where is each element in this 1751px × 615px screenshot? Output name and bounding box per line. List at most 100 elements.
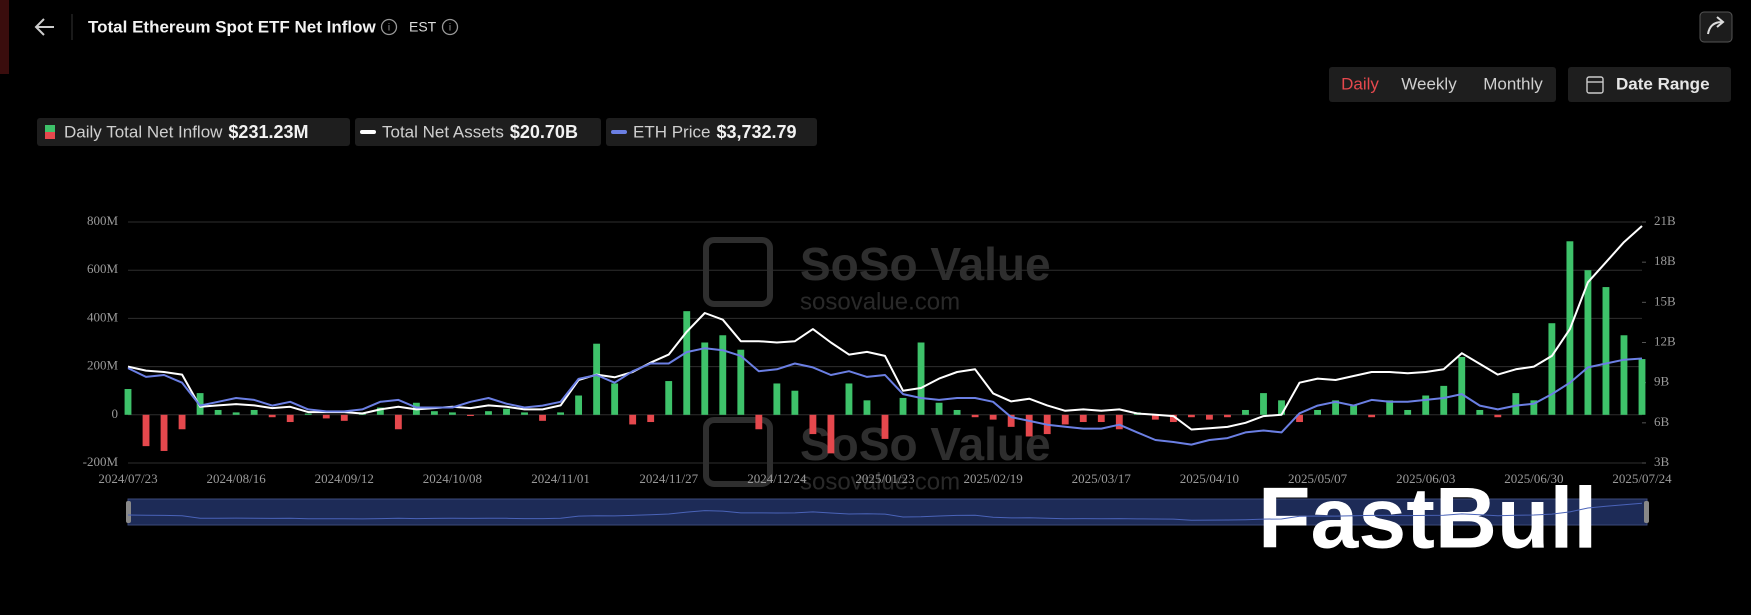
y-tick-label: 200M <box>87 358 119 373</box>
legend-swatch <box>45 132 55 139</box>
bar <box>575 395 583 415</box>
bar <box>1169 414 1177 423</box>
bar <box>1332 400 1340 415</box>
y-tick-label: 400M <box>87 309 119 324</box>
period-button[interactable]: Weekly <box>1401 74 1457 93</box>
line <box>127 347 1643 446</box>
y2-tick-label: 15B <box>1654 293 1676 308</box>
y2-tick-label: 12B <box>1654 333 1676 348</box>
bar <box>1638 359 1646 415</box>
y2-tick-label: 6B <box>1654 414 1670 429</box>
period-button[interactable]: Daily <box>1341 74 1379 93</box>
bar <box>1350 405 1358 415</box>
bar <box>935 402 943 415</box>
bar <box>1025 414 1033 437</box>
navigator-handle[interactable] <box>126 501 131 523</box>
watermark-logo <box>703 237 773 307</box>
watermark: sosovalue.com <box>800 288 960 315</box>
svg-text:i: i <box>388 23 390 34</box>
bar <box>593 343 601 415</box>
bar <box>1260 393 1267 415</box>
range-navigator[interactable] <box>127 498 1648 526</box>
bar <box>1115 414 1123 430</box>
bar <box>503 408 510 415</box>
legend-value: $20.70B <box>510 122 578 142</box>
bar <box>449 412 456 415</box>
bar <box>1278 400 1285 415</box>
bar <box>1584 270 1592 415</box>
bar <box>863 400 871 415</box>
bar <box>1512 393 1520 415</box>
bar <box>322 414 330 419</box>
date-range-label[interactable]: Date Range <box>1616 74 1710 93</box>
period-button[interactable]: Monthly <box>1483 74 1543 93</box>
bar <box>1187 414 1195 418</box>
y-tick-label: 0 <box>112 406 119 421</box>
bar <box>142 414 150 447</box>
bar <box>809 414 817 435</box>
share-button[interactable] <box>1699 11 1733 43</box>
bar <box>160 414 168 451</box>
bar <box>1224 414 1231 418</box>
bar <box>286 414 294 423</box>
y-tick-label: -200M <box>83 454 119 469</box>
watermark: sosovalue.com <box>800 468 960 495</box>
bar <box>1440 385 1448 415</box>
x-tick-label: 2025/05/07 <box>1288 471 1348 486</box>
bar <box>394 414 402 430</box>
legend-name: Daily Total Net Inflow <box>64 122 223 141</box>
bar <box>1007 414 1015 427</box>
bar <box>232 412 240 415</box>
svg-text:i: i <box>449 23 451 34</box>
bar <box>1458 356 1466 415</box>
back-button[interactable] <box>34 18 54 36</box>
y2-tick-label: 18B <box>1654 253 1676 268</box>
x-tick-label: 2024/10/08 <box>423 471 482 486</box>
bar <box>1602 287 1610 415</box>
x-tick-label: 2024/11/27 <box>639 471 698 486</box>
bar <box>791 390 799 415</box>
x-tick-label: 2025/03/17 <box>1072 471 1132 486</box>
legend-chip[interactable] <box>606 118 817 146</box>
bar <box>845 383 853 415</box>
navigator-handle[interactable] <box>1644 501 1649 523</box>
legend-value: $3,732.79 <box>716 122 796 142</box>
x-tick-label: 2025/06/03 <box>1396 471 1455 486</box>
bar <box>881 414 889 439</box>
period-group <box>1329 67 1556 102</box>
bar <box>1404 409 1412 415</box>
legend-chip[interactable] <box>37 118 350 146</box>
info-icon[interactable]: i <box>441 18 459 36</box>
bar <box>430 411 438 415</box>
bar <box>1476 409 1484 415</box>
info-icon[interactable]: i <box>380 18 398 36</box>
y-tick-label: 600M <box>87 261 119 276</box>
bar <box>1530 400 1538 415</box>
bar <box>340 414 348 421</box>
x-tick-label: 2025/06/30 <box>1504 471 1563 486</box>
bar <box>827 414 835 454</box>
bar <box>1314 409 1321 415</box>
bar <box>701 342 709 415</box>
bar <box>1151 414 1159 420</box>
watermark-logo <box>703 417 773 487</box>
bar <box>557 412 564 415</box>
x-tick-label: 2024/08/16 <box>207 471 267 486</box>
bar <box>1368 414 1376 418</box>
x-tick-label: 2025/01/23 <box>855 471 914 486</box>
edge-strip <box>0 0 9 74</box>
bar <box>1079 414 1087 423</box>
bar <box>1206 414 1213 420</box>
legend-name: ETH Price <box>633 122 710 141</box>
x-tick-label: 2024/11/01 <box>531 471 590 486</box>
bar <box>1061 414 1069 425</box>
timezone: EST <box>409 19 437 35</box>
legend-chip[interactable] <box>355 118 601 146</box>
date-range-button[interactable]: Date Range <box>1568 67 1731 102</box>
bar <box>467 414 474 417</box>
x-tick-label: 2025/02/19 <box>964 471 1023 486</box>
bar <box>719 335 727 415</box>
x-tick-label: 2025/04/10 <box>1180 471 1239 486</box>
watermark: FastBull <box>1258 471 1597 567</box>
